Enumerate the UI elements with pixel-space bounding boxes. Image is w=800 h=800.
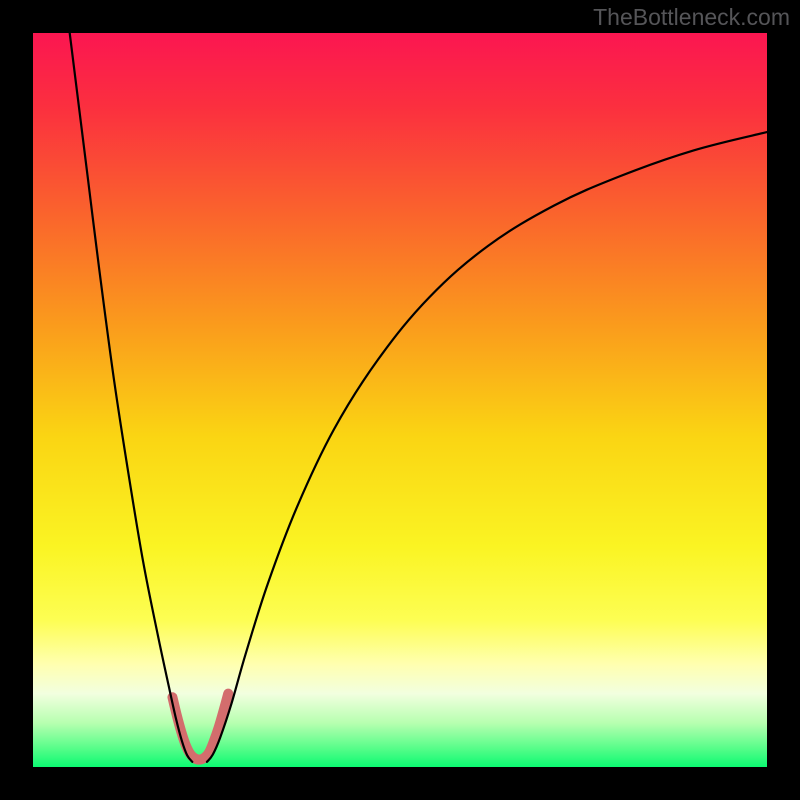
gradient-background <box>33 33 767 767</box>
chart-canvas: TheBottleneck.com <box>0 0 800 800</box>
bottleneck-chart-svg <box>0 0 800 800</box>
watermark-text: TheBottleneck.com <box>593 4 790 31</box>
